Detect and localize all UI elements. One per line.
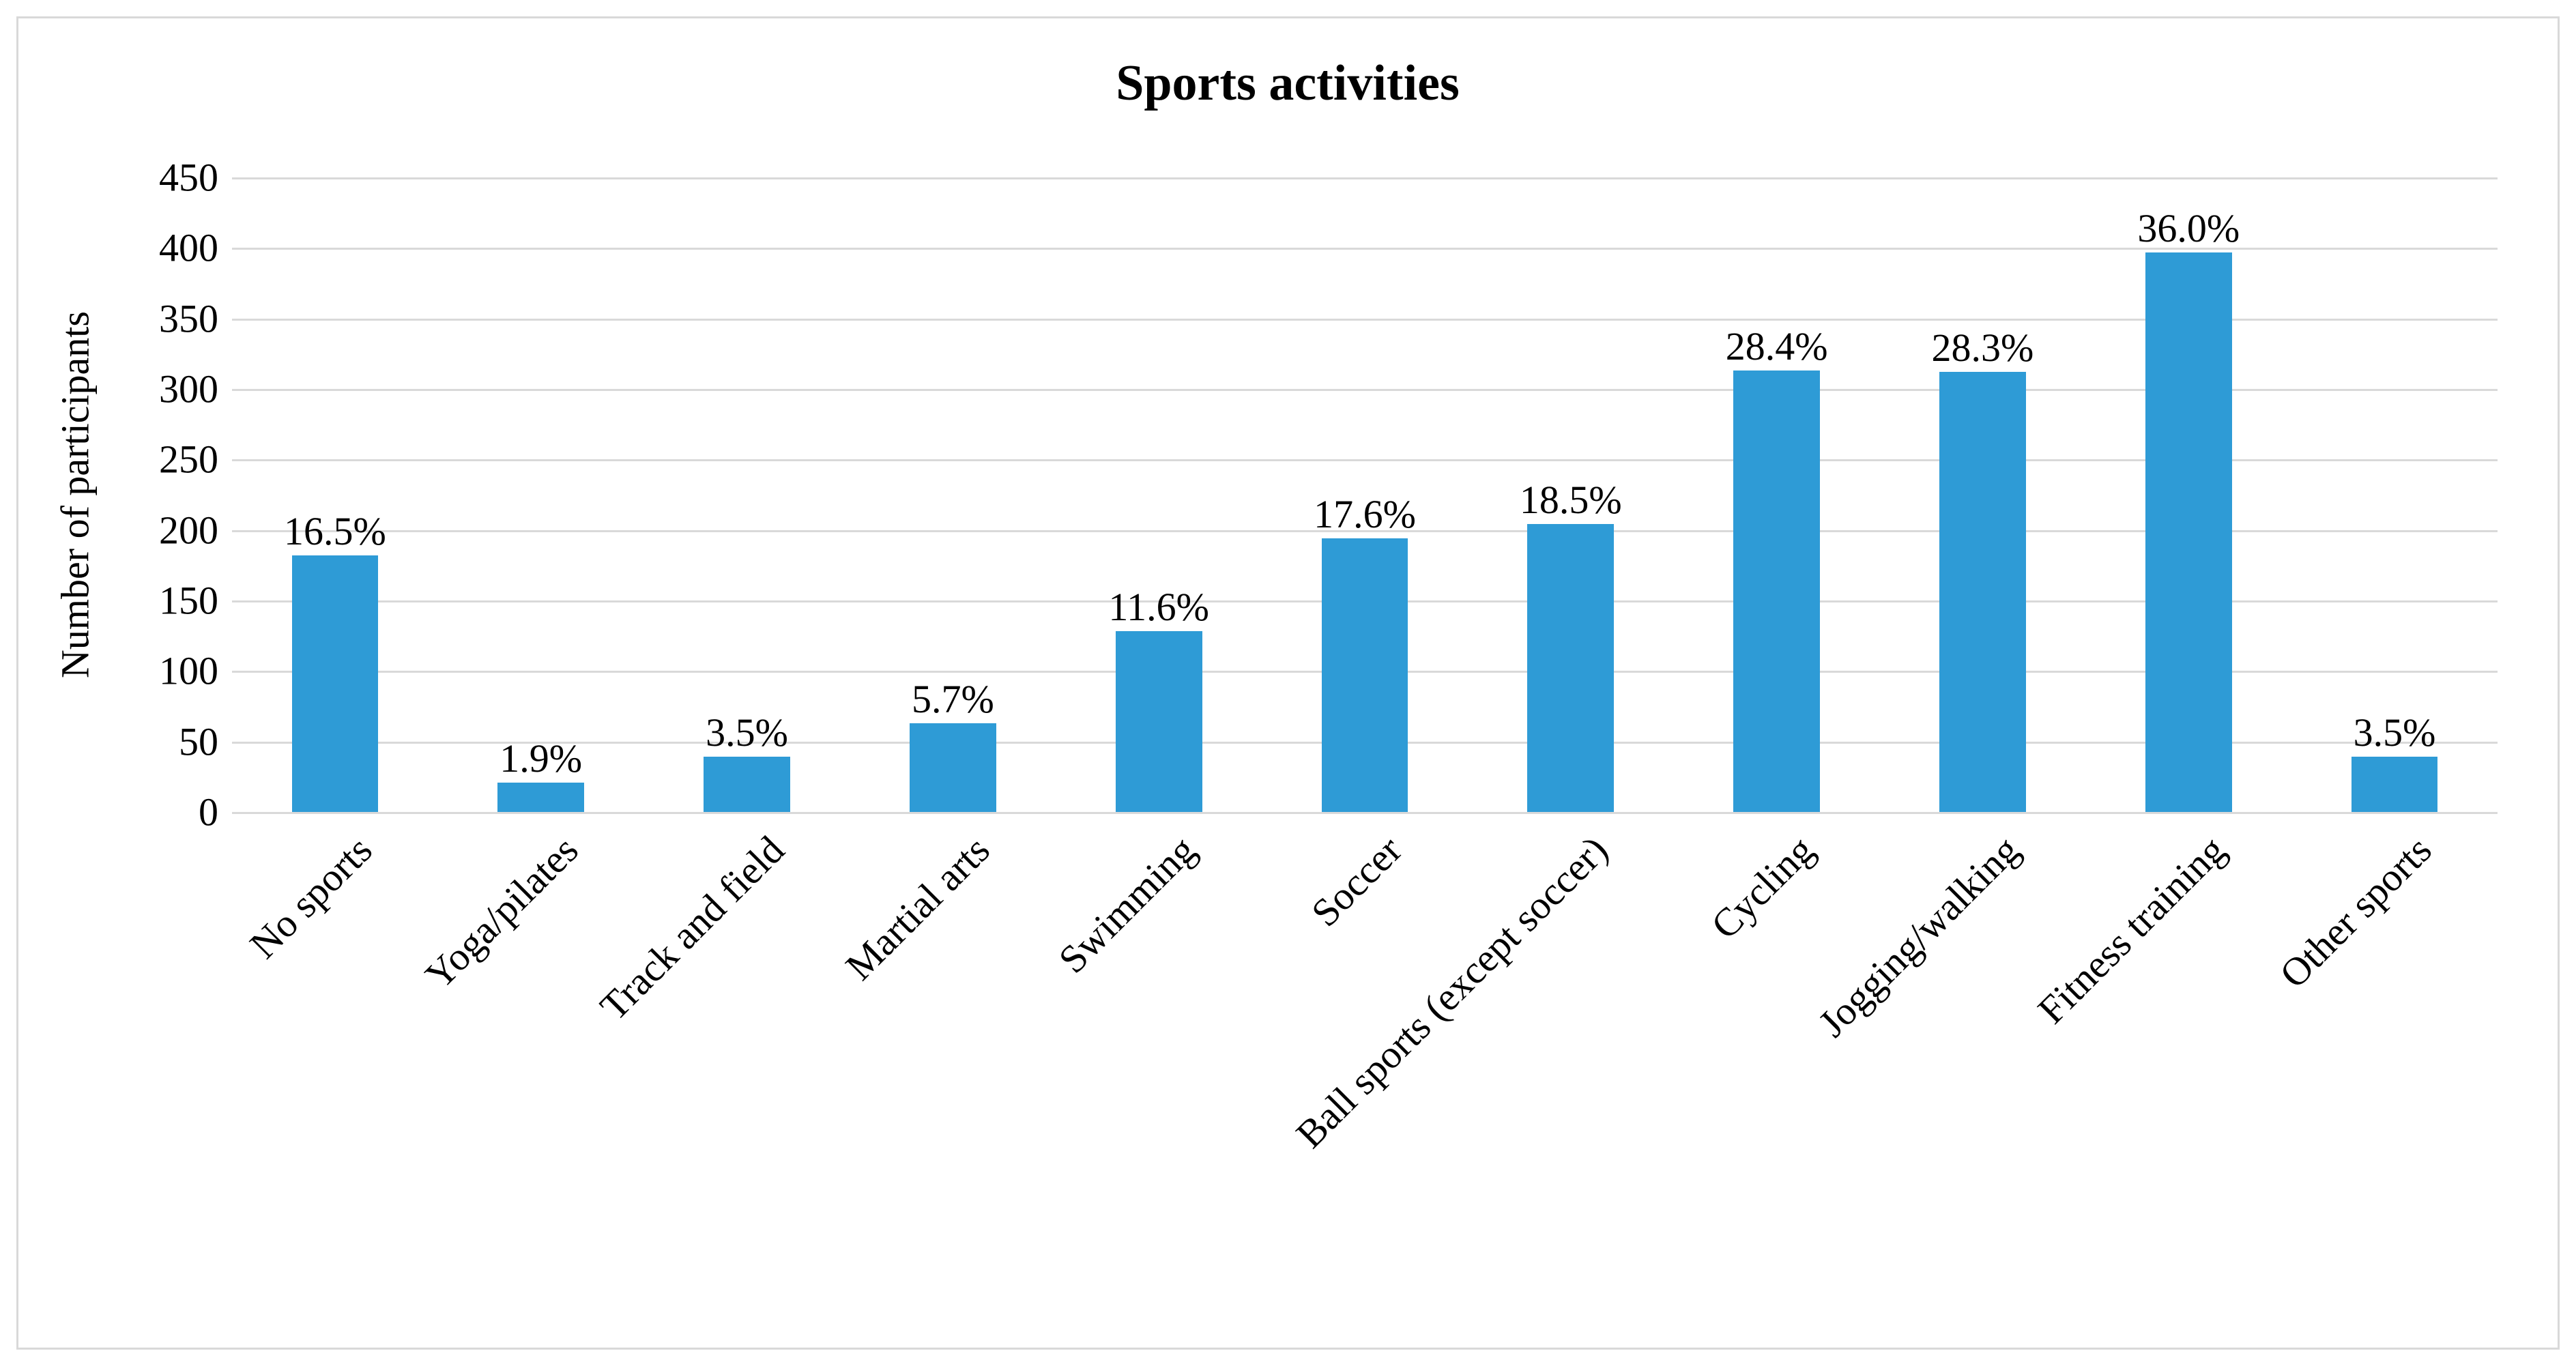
ytick-label: 150 [159, 578, 218, 624]
ytick-label: 250 [159, 437, 218, 482]
data-label: 28.4% [1726, 323, 1828, 369]
y-axis-label: Number of participants [53, 311, 98, 678]
ytick-label: 400 [159, 225, 218, 271]
data-label: 3.5% [2354, 710, 2436, 755]
bar [910, 723, 996, 812]
data-label: 16.5% [284, 508, 386, 554]
ytick-label: 200 [159, 507, 218, 553]
ytick-label: 0 [199, 789, 218, 835]
data-label: 5.7% [912, 676, 994, 722]
data-label: 1.9% [500, 736, 582, 781]
bar [1939, 372, 2026, 812]
ytick-label: 300 [159, 366, 218, 412]
gridline [232, 812, 2498, 814]
gridline [232, 177, 2498, 179]
bar [2351, 757, 2438, 812]
ytick-label: 100 [159, 648, 218, 694]
bar [2145, 252, 2232, 812]
data-label: 3.5% [706, 710, 788, 755]
bar [1527, 524, 1614, 812]
ytick-label: 350 [159, 295, 218, 341]
chart-title: Sports activities [1116, 55, 1460, 113]
data-label: 17.6% [1314, 491, 1416, 537]
bar [497, 783, 584, 812]
data-label: 28.3% [1932, 325, 2034, 370]
ytick-label: 50 [179, 718, 218, 764]
data-label: 18.5% [1520, 477, 1622, 523]
data-label: 36.0% [2137, 205, 2240, 251]
bar [1322, 538, 1408, 812]
bar [1733, 370, 1820, 812]
bar [704, 757, 790, 812]
bar [1116, 631, 1202, 812]
bar [292, 555, 379, 812]
data-label: 11.6% [1108, 584, 1209, 630]
ytick-label: 450 [159, 155, 218, 201]
